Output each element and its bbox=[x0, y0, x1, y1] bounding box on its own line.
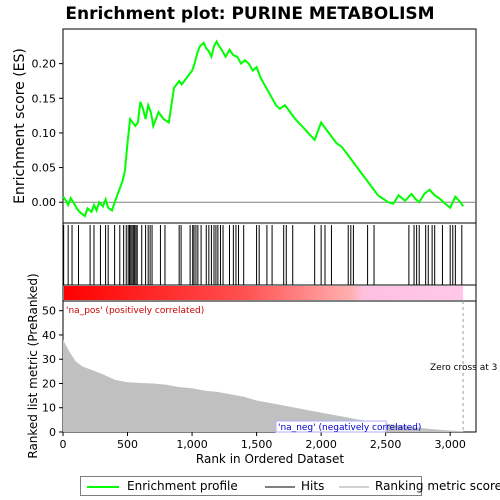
es-tick-label-0: 0.00 bbox=[32, 196, 57, 209]
metric-tick-label-3: 30 bbox=[42, 353, 56, 366]
x-tick-label-5: 2,500 bbox=[370, 438, 402, 451]
x-tick-label-0: 0 bbox=[60, 438, 67, 451]
legend-hits-label: Hits bbox=[301, 479, 325, 493]
legend-metric-swatch bbox=[339, 486, 369, 488]
zero-cross-label: Zero cross at 3 bbox=[430, 363, 497, 373]
hit-markers bbox=[63, 225, 463, 285]
metric-tick-label-0: 0 bbox=[49, 426, 56, 439]
legend-profile-swatch bbox=[87, 486, 119, 488]
enrichment-profile-line bbox=[62, 39, 464, 218]
neg-correlated-label: 'na_neg' (negatively correlated) bbox=[278, 423, 421, 433]
legend-hits-swatch bbox=[265, 486, 295, 488]
ranked-metric-area bbox=[63, 339, 464, 432]
x-tick-label-2: 1,000 bbox=[176, 438, 208, 451]
neg-correlated-label-box bbox=[275, 420, 387, 433]
es-panel bbox=[62, 28, 477, 224]
metric-tick-label-2: 20 bbox=[42, 377, 56, 390]
metric-plot-area bbox=[63, 301, 464, 432]
es-plot-area bbox=[62, 39, 476, 218]
rank-color-gradient bbox=[64, 286, 464, 300]
pos-correlated-label: 'na_pos' (positively correlated) bbox=[66, 306, 204, 316]
legend: Enrichment profile Hits Ranking metric s… bbox=[80, 476, 500, 496]
x-tick-label-1: 500 bbox=[117, 438, 138, 451]
metric-tick-label-5: 50 bbox=[42, 305, 56, 318]
es-tick-label-3: 0.15 bbox=[32, 92, 57, 105]
x-tick-label-6: 3,000 bbox=[434, 438, 466, 451]
es-tick-label-2: 0.10 bbox=[32, 127, 57, 140]
rank-color-bar bbox=[64, 286, 464, 300]
metric-tick-label-4: 40 bbox=[42, 329, 56, 342]
legend-profile-label: Enrichment profile bbox=[127, 479, 238, 493]
es-axis-label: Enrichment score (ES) bbox=[12, 48, 28, 204]
legend-metric-label: Ranking metric scores bbox=[375, 479, 500, 493]
metric-tick-label-1: 10 bbox=[42, 402, 56, 415]
es-tick-label-4: 0.20 bbox=[32, 58, 57, 71]
chart-title: Enrichment plot: PURINE METABOLISM bbox=[65, 4, 434, 24]
x-tick-label-3: 1,500 bbox=[241, 438, 273, 451]
metric-axis-label: Ranked list metric (PreRanked) bbox=[26, 273, 40, 458]
es-tick-label-1: 0.05 bbox=[32, 162, 57, 175]
x-axis-label: Rank in Ordered Dataset bbox=[196, 452, 344, 466]
x-tick-label-4: 2,000 bbox=[305, 438, 337, 451]
